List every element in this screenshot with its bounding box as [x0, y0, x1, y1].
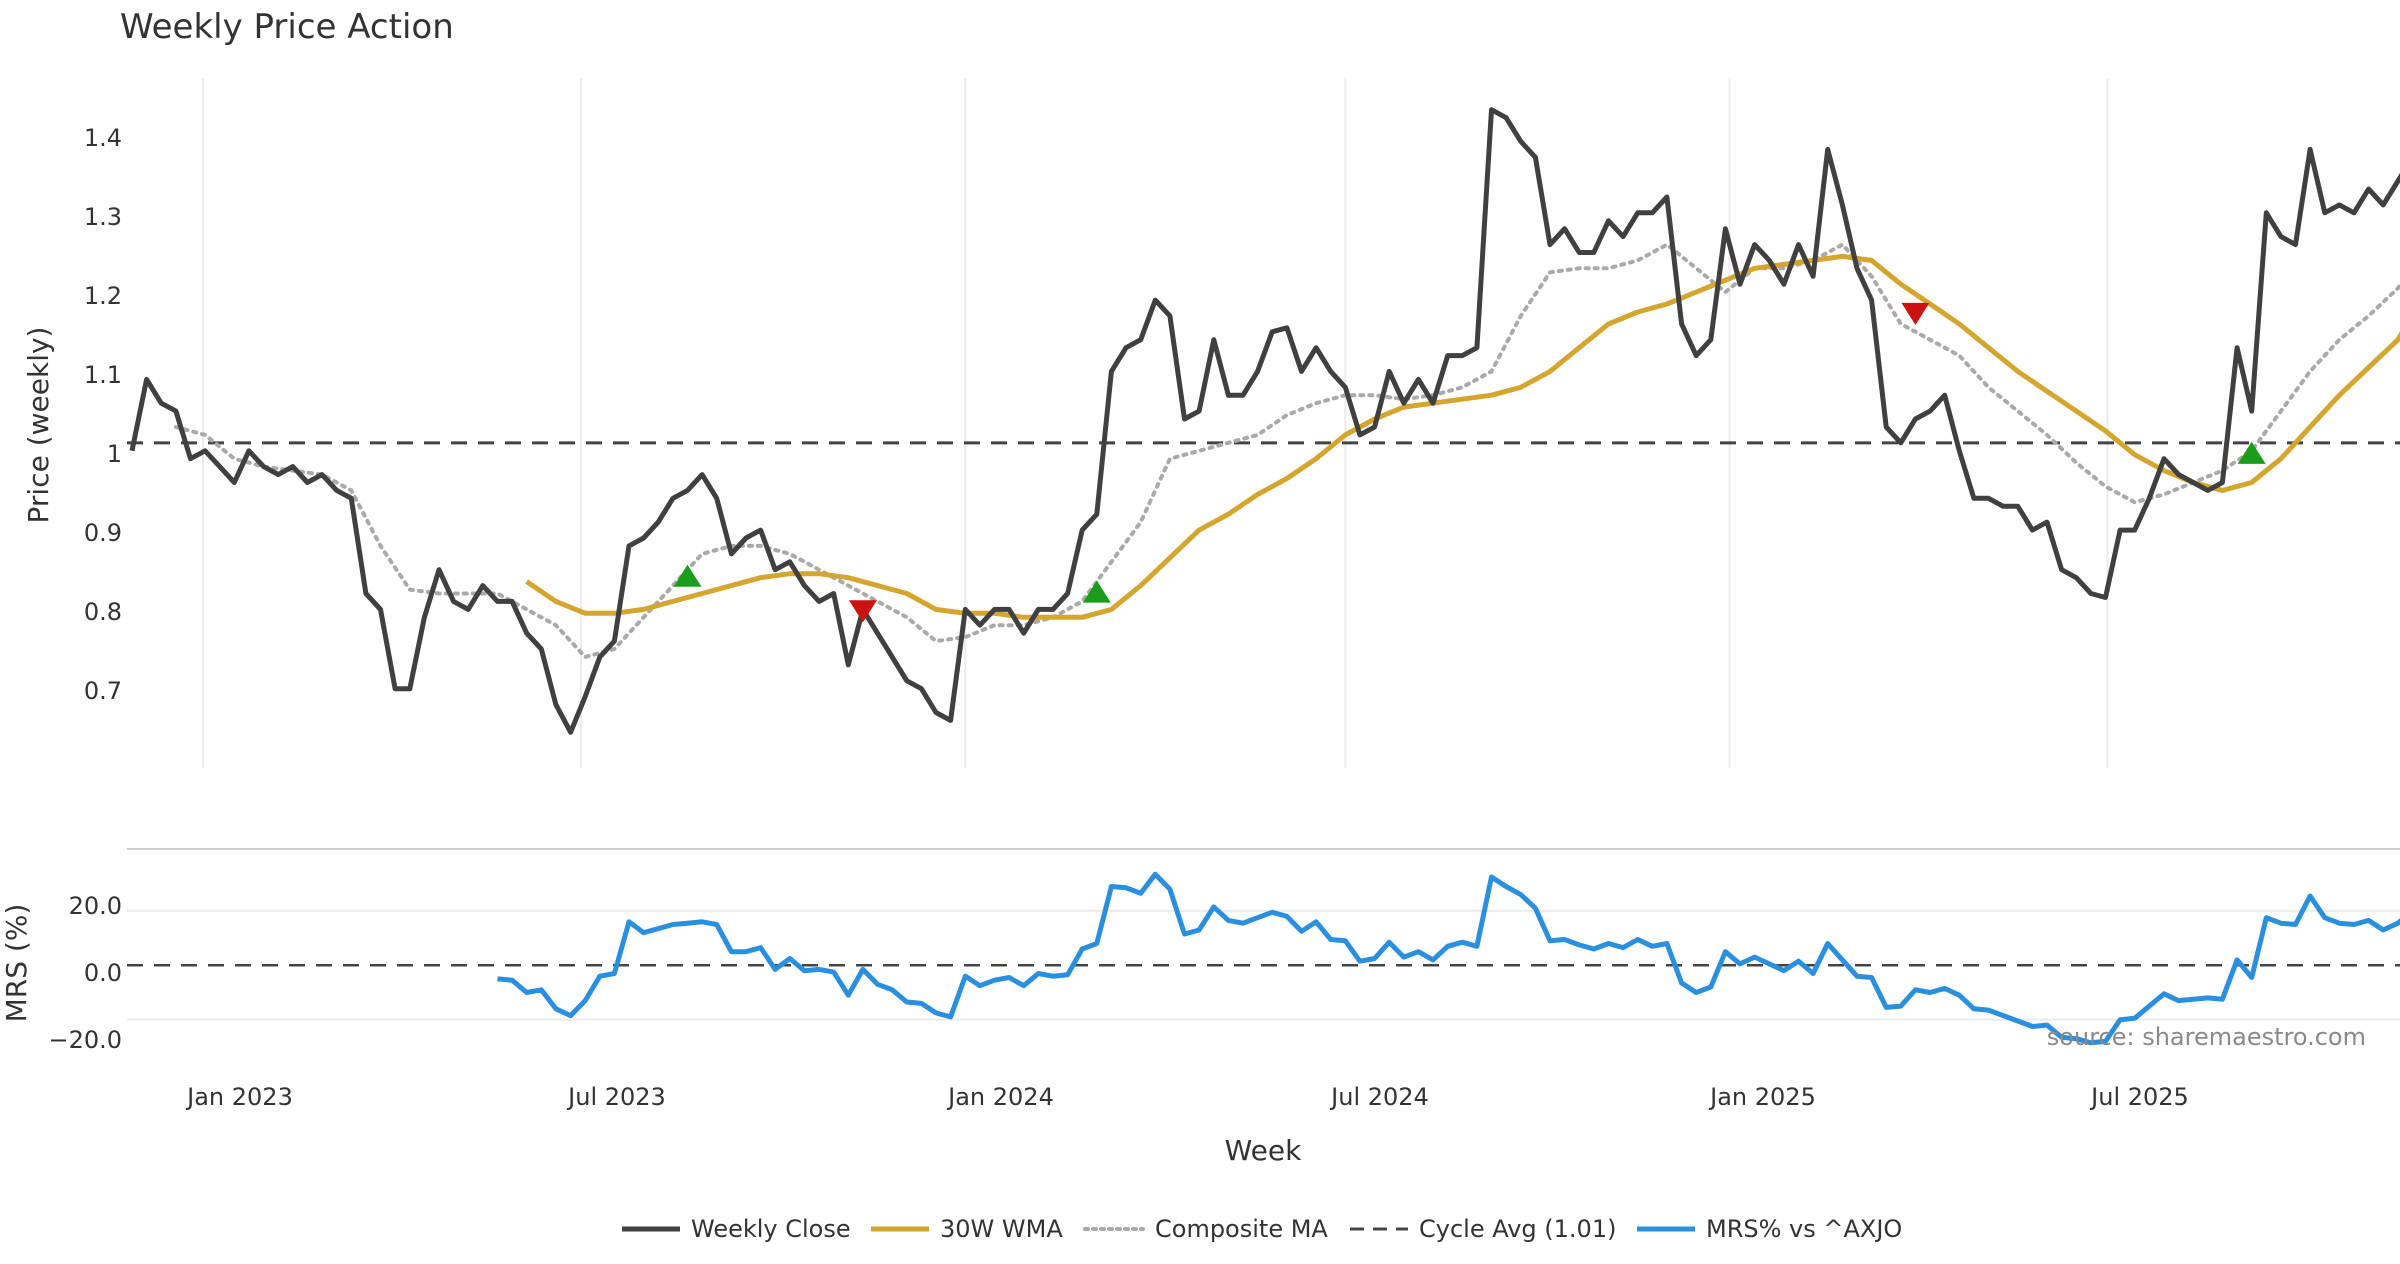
xtick-label: Jan 2025	[1708, 1083, 1816, 1111]
legend: Weekly Close 30W WMA Composite MA Cycle …	[622, 1215, 1902, 1243]
price-ytick-label: 1.4	[84, 124, 122, 152]
xtick-label: Jan 2024	[946, 1083, 1054, 1111]
xtick-label: Jul 2023	[566, 1083, 666, 1111]
mrs-ytick-label: 0.0	[84, 959, 122, 987]
xtick-label: Jul 2024	[1329, 1083, 1429, 1111]
price-ytick-label: 1	[107, 440, 122, 468]
legend-label-weekly-close: Weekly Close	[691, 1215, 851, 1243]
mrs-ytick-label: −20.0	[48, 1026, 122, 1054]
legend-label-30w-wma: 30W WMA	[940, 1215, 1063, 1243]
price-ytick-label: 1.3	[84, 203, 122, 231]
xtick-label: Jul 2025	[2089, 1083, 2189, 1111]
xtick-label: Jan 2023	[185, 1083, 293, 1111]
price-ytick-label: 0.8	[84, 598, 122, 626]
legend-label-mrs: MRS% vs ^AXJO	[1706, 1215, 1902, 1243]
mrs-ytick-label: 20.0	[69, 892, 122, 920]
mrs-y-axis-label: MRS (%)	[0, 904, 33, 1023]
source-note: source: sharemaestro.com	[2047, 1023, 2366, 1051]
x-axis-label: Week	[1225, 1134, 1302, 1167]
chart-title: Weekly Price Action	[120, 7, 454, 47]
price-ytick-label: 0.7	[84, 677, 122, 705]
legend-label-composite-ma: Composite MA	[1155, 1215, 1328, 1243]
price-ytick-label: 0.9	[84, 519, 122, 547]
legend-label-cycle-avg: Cycle Avg (1.01)	[1419, 1215, 1616, 1243]
price-ytick-label: 1.1	[84, 361, 122, 389]
price-y-axis-label: Price (weekly)	[22, 327, 55, 524]
price-ytick-label: 1.2	[84, 282, 122, 310]
